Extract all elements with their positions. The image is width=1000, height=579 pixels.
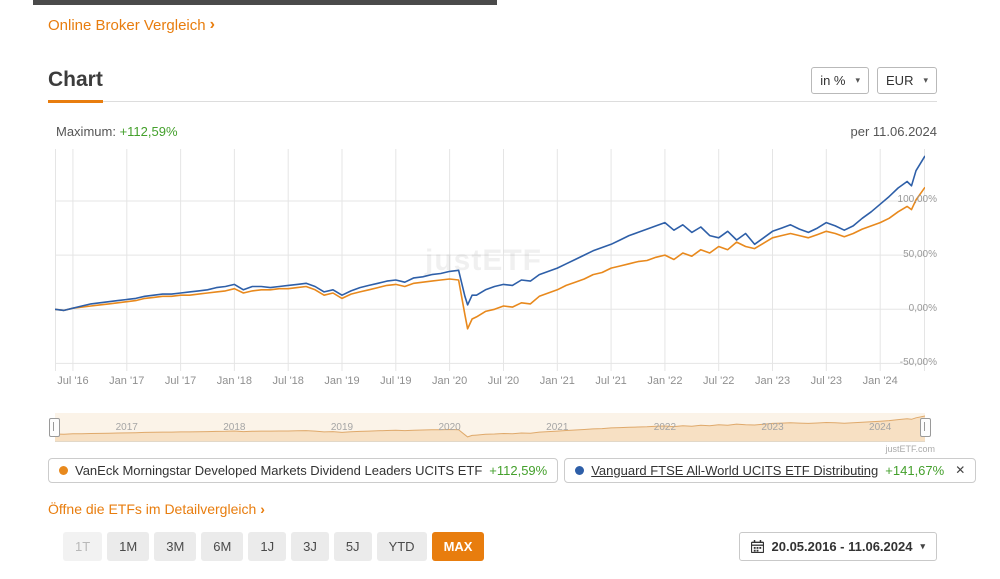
chevron-down-icon: ▾ (855, 74, 861, 85)
online-broker-vergleich-link[interactable]: Online Broker Vergleich › (48, 16, 215, 34)
calendar-icon (750, 539, 764, 553)
navigator-handle-left[interactable] (49, 417, 60, 437)
currency-select[interactable]: EUR ▾ (877, 66, 937, 94)
etf-name: VanEck Morningstar Developed Markets Div… (75, 462, 483, 478)
range-button-5j[interactable]: 5J (333, 531, 372, 561)
cropped-header-remnant (33, 0, 497, 5)
x-axis-label: Jan '20 (432, 374, 468, 387)
page-title: Chart (48, 68, 103, 103)
range-button-3m[interactable]: 3M (154, 531, 197, 561)
date-range-picker[interactable]: 20.05.2016 - 11.06.2024 ▾ (738, 531, 937, 561)
navigator-year-label: 2017 (115, 421, 138, 433)
unit-select[interactable]: in % ▾ (811, 66, 870, 94)
range-button-1t: 1T (63, 531, 103, 561)
navigator-year-label: 2023 (761, 421, 784, 433)
performance-chart[interactable] (55, 148, 925, 371)
time-range-buttons: 1T 1M 3M 6M 1J 3J 5J YTD MAX (63, 531, 485, 561)
range-button-ytd[interactable]: YTD (376, 531, 427, 561)
x-axis-label: Jul '20 (487, 374, 520, 387)
x-axis-label: Jan '21 (539, 374, 575, 387)
x-axis-label: Jan '19 (324, 374, 360, 387)
range-button-1j[interactable]: 1J (248, 531, 287, 561)
navigator-year-label: 2020 (438, 421, 461, 433)
y-axis-label: -50,00% (899, 356, 937, 368)
chevron-right-icon: › (209, 16, 215, 33)
legend-item-vaneck: VanEck Morningstar Developed Markets Div… (48, 457, 559, 483)
etf-performance: +141,67% (885, 462, 945, 478)
range-button-6m[interactable]: 6M (201, 531, 244, 561)
x-axis-label: Jan '17 (109, 374, 145, 387)
x-axis-label: Jul '22 (702, 374, 735, 387)
x-axis-label: Jan '23 (754, 374, 791, 387)
navigator-mini-chart (55, 415, 925, 441)
y-axis-label: 0,00% (908, 302, 937, 314)
range-button-max[interactable]: MAX (431, 531, 485, 561)
y-axis-label: 50,00% (903, 248, 937, 260)
detail-link-label: Öffne die ETFs im Detailvergleich (48, 500, 257, 517)
etf-performance: +112,59% (489, 462, 548, 478)
navigator-year-label: 2024 (869, 421, 892, 433)
chart-area[interactable]: justETF 100,00% 50,00% 0,00% -50,00% Jul '1… (55, 148, 937, 393)
maximum-label: Maximum: (56, 123, 116, 139)
x-axis-label: Jul '16 (57, 374, 89, 387)
series-color-dot (59, 465, 68, 475)
series-color-dot (575, 465, 585, 475)
chart-section-header: Chart in % ▾ EUR ▾ (48, 66, 937, 103)
x-axis-label: Jul '17 (164, 374, 197, 387)
navigator-year-label: 2022 (653, 421, 677, 433)
detail-comparison-link[interactable]: Öffne die ETFs im Detailvergleich › (48, 501, 265, 517)
navigator-year-label: 2018 (223, 421, 246, 433)
x-axis-label: Jul '19 (380, 374, 412, 387)
x-axis-label: Jul '23 (810, 374, 843, 387)
range-button-1m[interactable]: 1M (107, 531, 150, 561)
etf-name-link[interactable]: Vanguard FTSE All-World UCITS ETF Distri… (591, 462, 879, 478)
y-axis-label: 100,00% (897, 194, 937, 206)
x-axis: Jul '16 Jan '17 Jul '17 Jan '18 Jul '18 Jan '… (55, 373, 925, 391)
legend-item-vanguard: Vanguard FTSE All-World UCITS ETF Distri… (564, 457, 977, 483)
x-axis-label: Jul '18 (272, 374, 304, 387)
chevron-down-icon: ▾ (920, 540, 925, 551)
x-axis-label: Jan '24 (862, 374, 898, 387)
unit-select-value: in % (820, 72, 846, 88)
as-of-date: per 11.06.2024 (850, 123, 938, 139)
close-icon[interactable]: ✕ (955, 463, 966, 477)
navigator-handle-right[interactable] (920, 417, 931, 437)
range-navigator[interactable]: 2017 2018 2019 2020 2021 2022 2023 2024 (49, 412, 931, 442)
maximum-value: +112,59% (119, 123, 178, 139)
maximum-readout: Maximum: +112,59% (56, 124, 178, 139)
justetf-attribution: justETF.com (885, 443, 935, 454)
legend: VanEck Morningstar Developed Markets Div… (48, 457, 977, 483)
y-axis: 100,00% 50,00% 0,00% -50,00% (877, 149, 937, 371)
chevron-right-icon: › (260, 500, 265, 517)
chevron-down-icon: ▾ (923, 74, 928, 85)
currency-select-value: EUR (886, 72, 914, 88)
navigator-year-label: 2019 (330, 421, 354, 433)
broker-link-label: Online Broker Vergleich (48, 16, 206, 34)
x-axis-label: Jan '22 (647, 374, 683, 387)
x-axis-label: Jul '21 (595, 374, 627, 387)
date-range-value: 20.05.2016 - 11.06.2024 (771, 538, 913, 554)
range-button-3j[interactable]: 3J (291, 531, 329, 561)
x-axis-label: Jan '18 (216, 374, 252, 387)
navigator-year-label: 2021 (546, 421, 569, 433)
